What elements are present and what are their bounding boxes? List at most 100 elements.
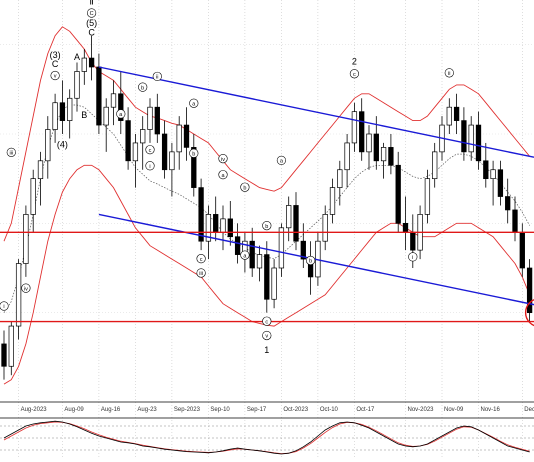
wave-label: i	[149, 164, 150, 170]
wave-label: 1	[264, 345, 269, 355]
candle-up	[424, 178, 431, 215]
candle-up	[468, 124, 474, 153]
x-tick-label: Oct-17	[356, 407, 375, 413]
wave-label-circle	[145, 145, 155, 155]
candle-up	[256, 254, 263, 269]
wave-label: a	[280, 159, 284, 165]
wave-label: a	[192, 101, 196, 107]
wave-label: i	[412, 255, 413, 261]
wave-label: b	[309, 259, 312, 265]
x-tick-label: Nov-2023	[408, 407, 435, 413]
wave-label: ii	[156, 75, 158, 81]
candle-down	[161, 133, 168, 171]
candle-up	[110, 93, 117, 108]
wave-label: iv	[24, 286, 28, 292]
candle-down	[227, 218, 233, 238]
wave-label: Ⅱ	[89, 0, 93, 6]
candle-down	[118, 93, 124, 121]
candle-down	[88, 57, 95, 68]
candle-up	[337, 169, 343, 188]
osc-signal-line	[3, 421, 530, 455]
candle-down	[402, 222, 409, 233]
x-tick-label: Sep-2023	[174, 407, 201, 413]
candle-down	[125, 120, 131, 162]
wave-label: i	[3, 304, 4, 310]
candle-down	[526, 267, 533, 314]
candle-up	[271, 267, 277, 300]
x-tick-label: Nov-09	[444, 407, 464, 413]
wave-label: (5)	[86, 18, 97, 28]
candle-up	[23, 214, 29, 264]
candle-up	[81, 57, 87, 72]
wave-label-circle	[86, 8, 97, 18]
candle-down	[198, 187, 204, 242]
wave-label-circle	[349, 69, 360, 79]
wave-label-circle	[240, 182, 250, 192]
candle-down	[388, 147, 394, 166]
wave-label-circle	[218, 170, 228, 180]
circle-marker	[524, 299, 534, 327]
candle-down	[154, 106, 160, 135]
wave-label: c	[265, 319, 268, 325]
wave-label-circle	[145, 161, 155, 171]
wave-label-circle	[0, 301, 9, 311]
candle-up	[169, 151, 175, 171]
x-tick-label: Oct-2023	[283, 407, 308, 413]
candle-up	[329, 187, 336, 215]
candle-up	[432, 151, 438, 180]
candle-down	[293, 205, 299, 242]
candle-down	[453, 106, 460, 121]
candle-up	[140, 129, 146, 144]
candle-up	[322, 214, 328, 242]
candle-down	[497, 169, 504, 197]
wave-label-circle	[189, 148, 199, 158]
wave-label-circle	[262, 221, 272, 231]
candle-down	[475, 124, 482, 162]
wave-label: b	[265, 224, 268, 230]
candle-down	[213, 214, 219, 233]
osc-main-line	[3, 420, 530, 455]
wave-label: c	[353, 72, 356, 78]
x-tick-label: Aug-16	[101, 407, 121, 413]
candle-down	[512, 209, 518, 233]
x-tick-label: Aug-2023	[21, 407, 48, 413]
candle-up	[8, 325, 14, 367]
wave-label-circle	[116, 109, 126, 119]
candle-up	[37, 160, 44, 180]
candle-down	[359, 111, 365, 153]
candle-up	[205, 214, 212, 242]
wave-label: iii	[9, 151, 13, 157]
candle-down	[234, 236, 241, 255]
candle-up	[351, 111, 358, 144]
candle-up	[344, 142, 350, 171]
candle-up	[220, 218, 226, 233]
wave-label-circle	[262, 330, 272, 341]
candle-down	[410, 231, 416, 251]
candle-up	[74, 71, 80, 99]
candle-down	[461, 120, 467, 153]
wave-label-circle	[196, 254, 206, 264]
candle-up	[366, 133, 372, 153]
x-tick-label: Sep-17	[247, 407, 267, 413]
candle-down	[1, 343, 7, 367]
wave-label: c	[149, 148, 152, 154]
candle-up	[446, 106, 452, 126]
x-tick-label: Oct-10	[320, 407, 339, 413]
candle-up	[147, 106, 153, 130]
wave-label: b	[192, 151, 195, 157]
wave-label-circle	[444, 68, 454, 78]
x-tick-label: Dec-	[524, 407, 534, 413]
wave-label-circle	[240, 250, 250, 260]
wave-label: b	[243, 185, 246, 191]
wave-label: C	[52, 59, 59, 69]
candle-down	[300, 240, 306, 260]
wave-label: (4)	[57, 139, 68, 149]
wave-label-circle	[189, 98, 199, 108]
wave-label: v	[54, 74, 57, 80]
candle-down	[249, 240, 255, 269]
candle-up	[67, 97, 73, 121]
candle-up	[380, 147, 387, 162]
candle-up	[176, 124, 182, 153]
candle-down	[505, 196, 511, 211]
